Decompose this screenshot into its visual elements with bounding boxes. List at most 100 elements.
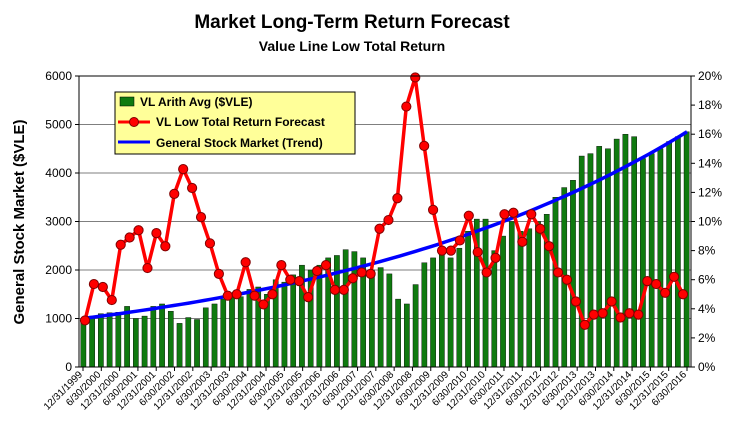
bar [185, 317, 192, 368]
right-tick-label: 12% [698, 185, 722, 199]
bar [482, 218, 489, 368]
forecast-point [267, 289, 278, 300]
right-tick-label: 4% [698, 302, 716, 316]
bar [500, 235, 506, 368]
bar [526, 228, 533, 368]
left-tick-label: 4000 [45, 166, 72, 180]
bar [211, 303, 218, 368]
forecast-point [347, 273, 358, 284]
bar [176, 323, 183, 368]
forecast-point [115, 239, 126, 250]
bar [666, 141, 672, 368]
forecast-point [88, 278, 100, 290]
forecast-point [624, 308, 635, 319]
forecast-point [383, 214, 394, 226]
legend: VL Arith Avg ($VLE) VL Low Total Return … [114, 91, 356, 155]
forecast-point [213, 268, 224, 279]
forecast-point [544, 241, 555, 252]
forecast-point [517, 236, 528, 247]
bar [220, 298, 227, 368]
bar [167, 311, 174, 368]
bar [605, 148, 611, 368]
left-tick-label: 3000 [45, 215, 72, 229]
forecast-point [178, 164, 189, 175]
legend-bar-swatch [119, 96, 135, 107]
forecast-point [472, 246, 483, 258]
trend-line [82, 130, 688, 321]
forecast-point [151, 228, 162, 239]
bar [89, 315, 95, 368]
forecast-point [294, 276, 305, 287]
forecast-point [249, 290, 260, 301]
forecast-point [499, 209, 510, 220]
bar [447, 257, 454, 368]
legend-label-bars: VL Arith Avg ($VLE) [140, 95, 252, 109]
forecast-point [508, 207, 519, 218]
right-tick-label: 6% [698, 273, 716, 287]
bar [150, 306, 157, 368]
forecast-point [481, 267, 492, 278]
bar [456, 247, 463, 368]
bar [648, 153, 655, 368]
bar [229, 296, 235, 368]
forecast-point [231, 289, 242, 300]
forecast-point [392, 193, 403, 204]
bar [675, 136, 681, 368]
forecast-point [410, 72, 421, 83]
forecast-point [285, 274, 296, 285]
forecast-point [240, 257, 251, 268]
forecast-point [160, 241, 171, 252]
left-tick-label: 6000 [45, 69, 72, 83]
x-axis-ticks: 12/31/19996/30/200012/31/20006/30/200112… [42, 367, 689, 413]
forecast-point [401, 101, 412, 112]
bar [80, 318, 87, 368]
left-axis-ticks: 0 1000 2000 3000 4000 5000 6000 [45, 69, 79, 374]
forecast-point [427, 204, 439, 215]
bar [517, 230, 524, 368]
left-tick-label: 1000 [45, 312, 72, 326]
bar [430, 257, 436, 368]
forecast-point [668, 271, 680, 282]
bar [535, 221, 541, 368]
forecast-point [204, 238, 216, 249]
bar [369, 269, 375, 368]
legend-box [114, 91, 356, 155]
forecast-point [552, 267, 564, 278]
bar [141, 315, 148, 368]
bar [386, 273, 393, 368]
left-tick-label: 2000 [45, 263, 72, 277]
forecast-point [106, 294, 117, 306]
forecast-point [356, 267, 367, 278]
bar [439, 252, 445, 368]
forecast-point [124, 232, 135, 243]
right-tick-label: 2% [698, 331, 716, 345]
bar [412, 284, 419, 368]
forecast-point [187, 182, 198, 194]
bar [404, 303, 410, 368]
bar [508, 221, 515, 368]
forecast-point [436, 245, 448, 256]
right-tick-label: 0% [698, 360, 716, 374]
trend-series [82, 130, 688, 321]
chart-title: Market Long-Term Return Forecast [194, 12, 510, 33]
forecast-point [374, 223, 385, 234]
forecast-point [195, 212, 207, 223]
bar [342, 249, 349, 368]
left-tick-label: 0 [65, 360, 72, 374]
bar [640, 158, 646, 368]
forecast-point [561, 274, 573, 285]
forecast-point [677, 289, 689, 300]
right-tick-label: 8% [698, 244, 716, 258]
legend-label-trend: General Stock Market (Trend) [156, 136, 323, 150]
bar [465, 230, 471, 368]
forecast-point [311, 265, 323, 277]
forecast-point [579, 319, 590, 330]
bar [246, 289, 253, 368]
forecast-point [597, 308, 608, 319]
bar [237, 296, 244, 368]
bar [290, 274, 297, 368]
bar [133, 318, 139, 368]
forecast-point [463, 210, 474, 221]
bar [115, 311, 122, 368]
